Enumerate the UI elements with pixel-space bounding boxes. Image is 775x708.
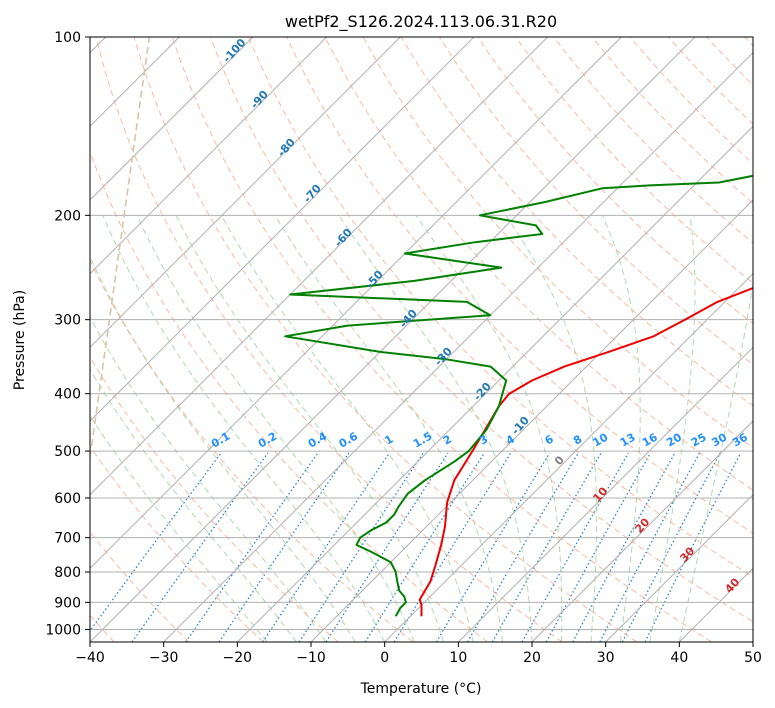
mixing-ratio-line (90, 452, 222, 632)
chart-title: wetPf2_S126.2024.113.06.31.R20 (285, 12, 557, 32)
x-tick-label: 0 (380, 650, 389, 666)
x-tick-label: 10 (449, 650, 467, 666)
dry-adiabat-line (248, 37, 753, 578)
mixing-ratio-line (491, 452, 602, 642)
isotherms-and-isobars (90, 37, 753, 642)
isotherm-line (605, 493, 753, 642)
moist-adiabat-line (90, 368, 297, 642)
y-tick-label: 100 (54, 30, 81, 46)
dry-adiabat-line (95, 37, 563, 642)
mixing-ratio-line (185, 452, 319, 642)
dry-adiabat-line (629, 37, 753, 165)
dry-adiabat-line (400, 37, 753, 407)
y-tick-label: 900 (54, 595, 81, 611)
mixing-ratio-line (644, 452, 742, 642)
plot-area: 0.1 0.2 0.4 0.6 1 1.5 2 3 4 6 8 10 13 16 20 25 30 36-100-… (90, 37, 753, 642)
dry-adiabat-line (515, 37, 753, 284)
plot-frame (89, 36, 754, 643)
isotherm-line (90, 37, 254, 201)
isotherm-line (236, 125, 753, 642)
isotherm-line (310, 199, 753, 642)
moist-adiabat-line (274, 215, 503, 642)
moist-adiabat-line (220, 215, 474, 642)
isotherm-line (90, 37, 401, 349)
moist-adiabat-line (90, 316, 327, 642)
dry-adiabat-line (324, 37, 753, 491)
x-tick-label: −20 (223, 650, 253, 666)
mixing-ratio-line (521, 452, 629, 642)
dry-adiabat-line (171, 37, 712, 642)
moist-adiabat-line (136, 215, 415, 642)
y-axis-label: Pressure (hPa) (12, 290, 28, 390)
y-tick-label: 700 (54, 531, 81, 547)
x-tick-label: 30 (597, 650, 615, 666)
isotherm-line (90, 37, 475, 422)
isotherm-line (531, 420, 753, 642)
isotherm-line (90, 37, 549, 496)
moist-adiabat-line (338, 215, 533, 642)
moist-adiabat-line (102, 215, 386, 642)
dry-adiabat-line (591, 37, 753, 204)
y-tick-label: 400 (54, 387, 81, 403)
dry-adiabat-line (90, 259, 414, 642)
x-tick-label: 50 (744, 650, 762, 666)
y-tick-label: 200 (54, 208, 81, 224)
y-tick-label: 300 (54, 313, 81, 329)
x-tick-label: −30 (149, 650, 179, 666)
moist-adiabat-line (415, 215, 563, 642)
isotherm-line (457, 346, 753, 642)
isotherm-line (90, 37, 328, 275)
mixing-ratio-line (131, 452, 269, 642)
dry-adiabat-line (133, 37, 638, 642)
mixing-ratio-line (325, 452, 449, 642)
mixing-ratio-line (364, 452, 485, 642)
mixing-ratio-line (621, 452, 721, 642)
mixing-ratio-line (393, 452, 512, 642)
dry-adiabat-line (90, 445, 264, 642)
profile-series (284, 174, 753, 617)
moist-adiabat-line (175, 215, 445, 642)
y-tick-label: 1000 (45, 622, 81, 638)
mixing-ratio-line (466, 452, 579, 642)
y-tick-label: 500 (54, 444, 81, 460)
x-axis-label: Temperature (°C) (360, 681, 482, 697)
dry-adiabats (90, 37, 753, 642)
y-tick-label: 800 (54, 565, 81, 581)
reference-trace-line (90, 37, 151, 464)
isotherm-line (90, 37, 696, 642)
axes: −40 −30 −20 −10 0 10 20 30 40 50 100 200 300 400 500 60… (45, 30, 762, 666)
x-tick-label: −10 (296, 650, 326, 666)
moist-adiabat-line (90, 255, 356, 642)
dewpoint-profile-line (284, 174, 753, 617)
x-tick-label: 20 (523, 650, 541, 666)
moist-adiabat-line (649, 215, 696, 642)
isotherm-line (384, 272, 753, 642)
temperature-profile-line (418, 286, 753, 617)
x-tick-label: −40 (75, 650, 105, 666)
x-tick-label: 40 (670, 650, 688, 666)
moist-adiabat-line (601, 215, 641, 642)
moist-adiabat-line (678, 280, 753, 642)
dry-adiabat-line (477, 37, 753, 325)
isotherm-line (90, 37, 622, 570)
moist-adiabat-line (90, 414, 268, 642)
isotherm-line (163, 51, 753, 642)
dry-adiabat-line (210, 37, 753, 623)
y-tick-label: 600 (54, 491, 81, 507)
mixing-ratio-line (435, 452, 551, 642)
